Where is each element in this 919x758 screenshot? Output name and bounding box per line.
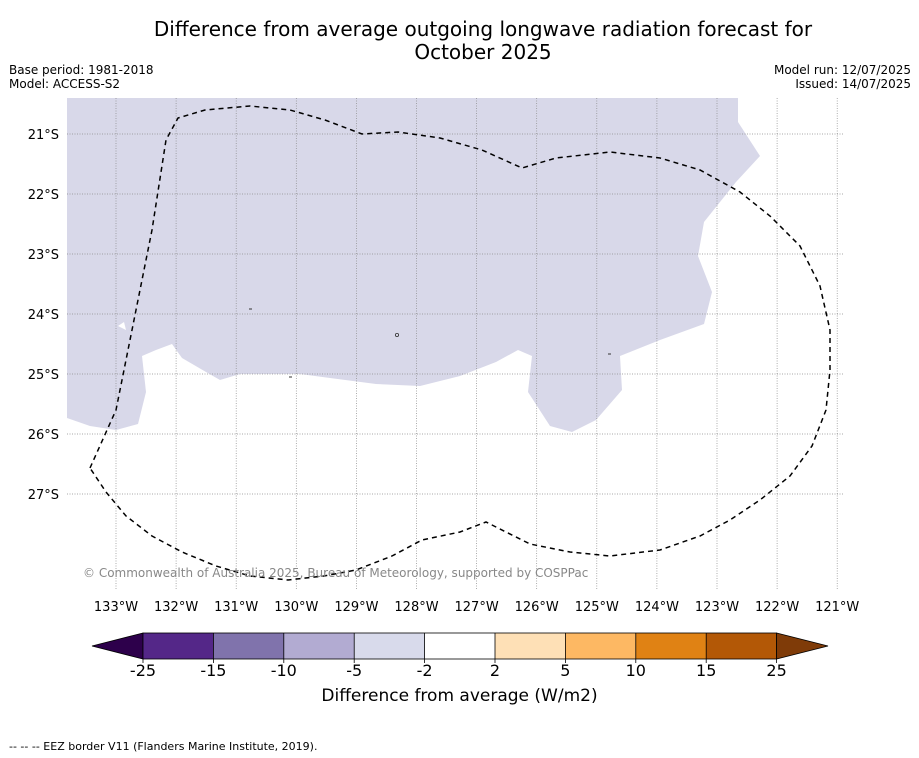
colorbar-tick-label: -2 [417, 661, 433, 680]
longitude-label: 133°W [94, 600, 138, 615]
issued-date: Issued: 14/07/2025 [795, 77, 911, 91]
colorbar-tick-label: -5 [346, 661, 362, 680]
longitude-label: 125°W [575, 600, 619, 615]
latitude-label: 22°S [28, 188, 59, 203]
island-marker [394, 332, 399, 337]
model-name: Model: ACCESS-S2 [9, 77, 121, 91]
meta-right: Model run: 12/07/2025 Issued: 14/07/2025 [774, 63, 911, 91]
latitude-label: 25°S [28, 368, 59, 383]
longitude-label: 124°W [635, 600, 679, 615]
colorbar-tick-label: -25 [130, 661, 156, 680]
colorbar-tick-label: 25 [766, 661, 786, 680]
colorbar-title: Difference from average (W/m2) [321, 686, 598, 706]
colorbar-extend-min [91, 632, 144, 660]
colorbar-tick-label: 2 [490, 661, 500, 680]
longitude-label: 130°W [274, 600, 318, 615]
colorbar-tick-label: 15 [696, 661, 716, 680]
colorbar-segment [283, 633, 355, 659]
negative-anomaly-region [67, 98, 760, 432]
longitude-labels: 133°W 132°W 131°W 130°W 129°W 128°W 127°W 126°W… [94, 600, 860, 615]
colorbar-outline [142, 632, 777, 660]
graticule [67, 98, 843, 590]
latitude-label: 26°S [28, 428, 59, 443]
title-line-1: Difference from average outgoing longwav… [153, 17, 813, 41]
colorbar-segment [213, 633, 284, 659]
longitude-label: 123°W [695, 600, 739, 615]
colorbar-extend-max [776, 632, 829, 660]
longitude-label: 121°W [815, 600, 859, 615]
model-run: Model run: 12/07/2025 [773, 63, 911, 77]
latitude-labels: 21°S 22°S 23°S 24°S 25°S 26°S 27°S [28, 128, 59, 503]
copyright-notice: © Commonwealth of Australia 2025, Bureau… [83, 566, 588, 580]
colorbar-tick-label: -15 [200, 661, 226, 680]
longitude-label: 126°W [515, 600, 559, 615]
colorbar-tick-label: -10 [271, 661, 297, 680]
colorbar [91, 632, 829, 663]
eez-border [89, 105, 831, 581]
eez-footnote: -- -- -- EEZ border V11 (Flanders Marine… [9, 740, 318, 753]
map-title: Difference from average outgoing longwav… [60, 18, 906, 64]
colorbar-segment [635, 633, 707, 659]
latitude-label: 24°S [28, 308, 59, 323]
colorbar-tick-label: 5 [560, 661, 570, 680]
longitude-label: 128°W [394, 600, 438, 615]
longitude-label: 129°W [334, 600, 378, 615]
latitude-label: 27°S [28, 488, 59, 503]
colorbar-tick-label: 10 [626, 661, 646, 680]
forecast-map: 21°S22°S23°S24°S25°S26°S27°S 133°W 132°W 1… [28, 98, 860, 680]
base-period: Base period: 1981-2018 [9, 63, 154, 77]
colorbar-segment [143, 633, 214, 659]
longitude-label: 122°W [755, 600, 799, 615]
meta-left: Base period: 1981-2018 Model: ACCESS-S2 [9, 63, 154, 91]
longitude-label: 132°W [154, 600, 198, 615]
colorbar-segment [706, 633, 777, 659]
title-line-2: October 2025 [414, 40, 552, 64]
anomaly-speckle [118, 322, 126, 330]
latitude-label: 23°S [28, 248, 59, 263]
colorbar-segment [495, 633, 566, 659]
longitude-label: 127°W [455, 600, 499, 615]
colorbar-segment [354, 633, 425, 659]
colorbar-tick-labels: -25 -15 -10 -5 -2 2 5 10 15 25 [130, 661, 787, 680]
colorbar-segment [565, 633, 636, 659]
latitude-label: 21°S [28, 128, 59, 143]
longitude-label: 131°W [214, 600, 258, 615]
colorbar-segment [424, 633, 495, 659]
